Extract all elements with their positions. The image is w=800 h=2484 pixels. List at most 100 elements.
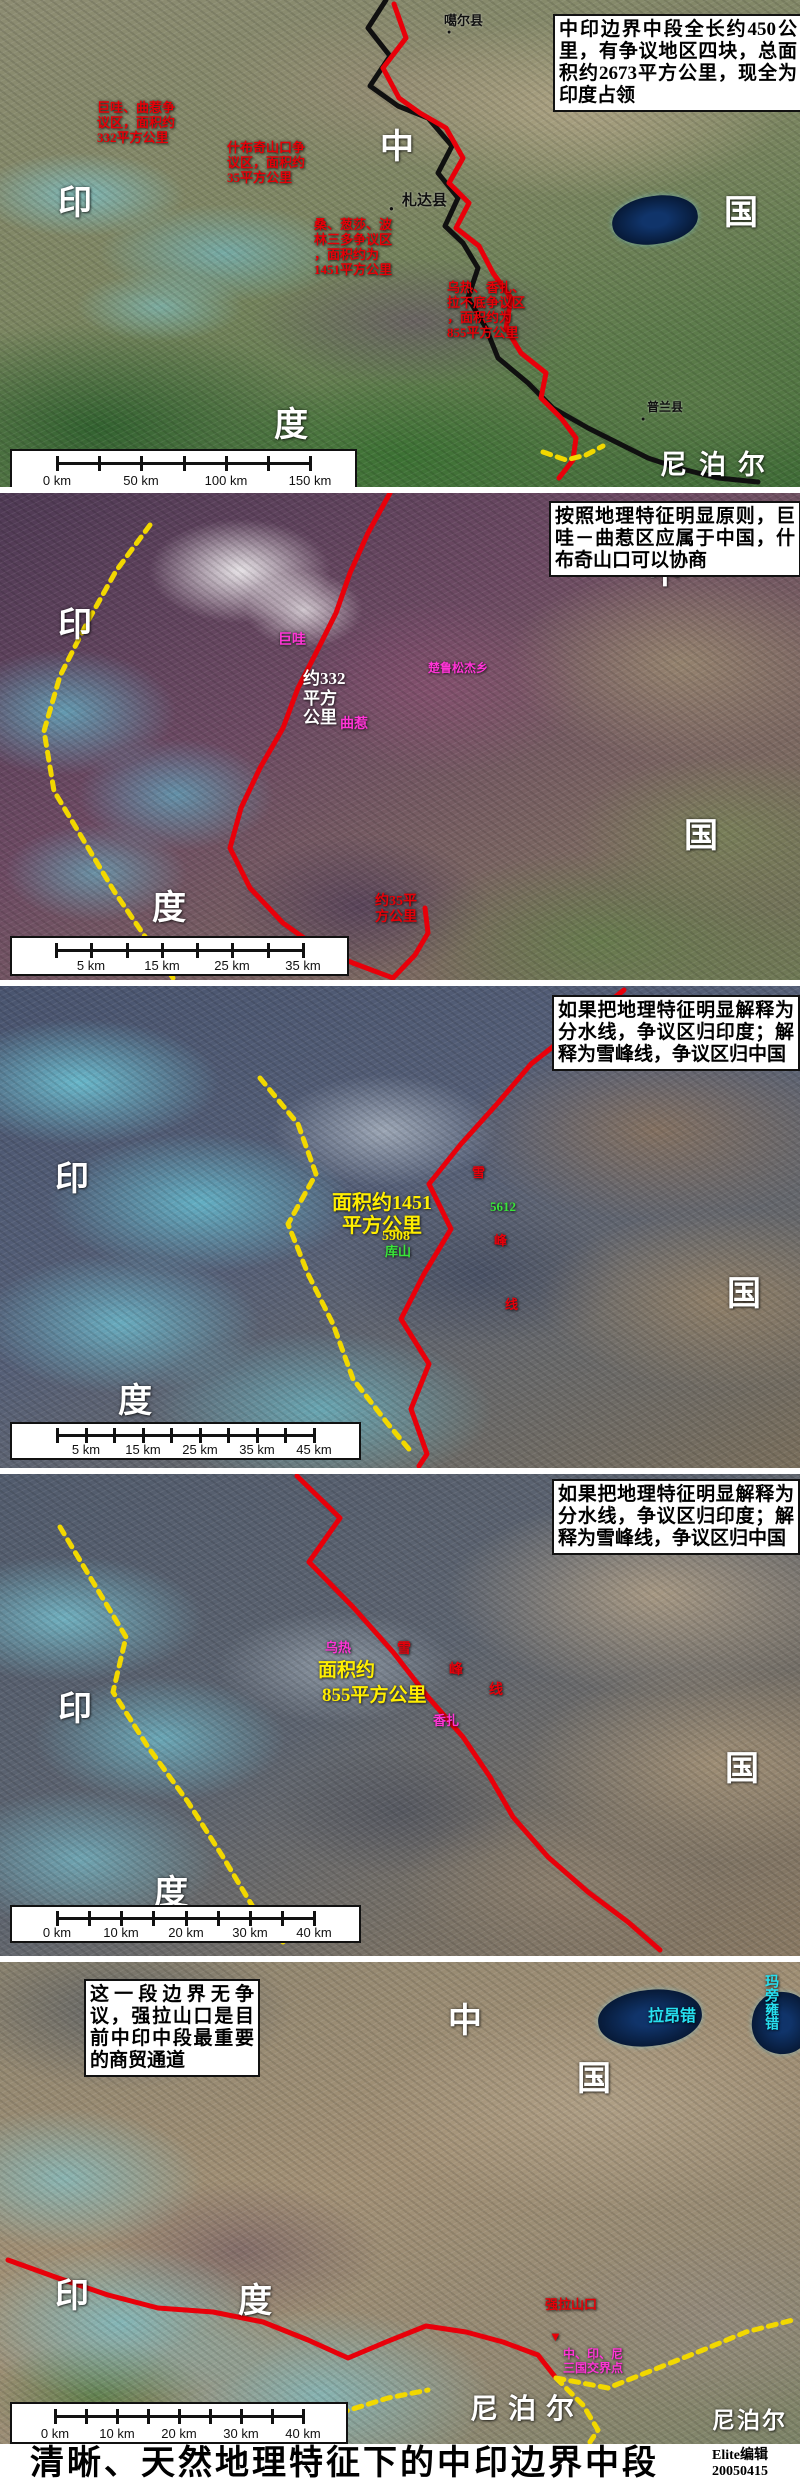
scale-tick: [126, 943, 129, 958]
scale-tick: [113, 1428, 116, 1443]
map-label: 面积约: [318, 1660, 376, 1681]
info-box: 如果把地理特征明显解释为分水线，争议区归印度；解释为雪峰线，争议区归中国: [552, 1479, 800, 1556]
map-label: ▼: [549, 2329, 562, 2344]
map-label: 乌热、香扎、 拉不底争议区 ，面积约为 855平方公里: [447, 280, 526, 340]
map-label: 中: [448, 2003, 482, 2040]
scale-tick: [231, 943, 234, 958]
scale-label: 5 km: [71, 1442, 101, 1457]
scale-tick: [55, 943, 58, 958]
scale-bar: 0 km 10 km 20 km 30 km 40 km: [10, 1905, 361, 1943]
boundary-line: [390, 905, 431, 980]
boundary-lines: [257, 987, 627, 1468]
boundary-line: [57, 1524, 286, 1945]
scale-label: 45 km: [296, 1442, 332, 1457]
map-label: 国: [724, 195, 758, 232]
map-label: 度: [238, 2283, 272, 2320]
map-label: 印: [58, 607, 92, 644]
scale-tick: [249, 1911, 252, 1926]
scale-tick: [196, 943, 199, 958]
scale-label: 0 km: [40, 2426, 70, 2441]
scale-tick: [147, 2409, 150, 2424]
map-label: 5612: [490, 1199, 516, 1214]
map-label: 巨哇: [278, 633, 306, 648]
scale-tick: [90, 943, 93, 958]
map-label: 拉昂错: [648, 2008, 697, 2025]
map-label: 印: [58, 1691, 92, 1728]
scale-tick: [183, 456, 186, 471]
scale-bar: 5 km 15 km 25 km 35 km 45 km: [10, 1422, 361, 1460]
map-label: 度: [274, 407, 308, 444]
boundary-lines: [57, 1474, 663, 1953]
credit-date: 20050415: [712, 2464, 768, 2479]
map-label: 桑、葱莎、波 林三多争议区 ，面积约为 1451平方公里: [314, 217, 393, 277]
boundary-lines: [365, 0, 761, 485]
scale-tick: [98, 456, 101, 471]
map-label: 印: [55, 1161, 89, 1198]
map-label: 国: [684, 818, 718, 855]
map-label: 库山: [385, 1244, 412, 1259]
map-label: 雪: [472, 1165, 486, 1180]
map-label: 约35平 方公里: [375, 894, 417, 926]
boundary-line: [380, 1, 579, 481]
boundary-line: [553, 2375, 601, 2444]
scale-tick: [267, 943, 270, 958]
map-label: 楚鲁松杰乡: [428, 661, 489, 675]
map-panel-5-qiangla-pass: 中国印 度尼泊尔 尼泊尔 拉昂错 玛旁雍错 强拉山口 ▼ 中、印、尼 三国交界点 0 km 10 …: [0, 1962, 800, 2444]
scale-tick: [140, 456, 143, 471]
scale-label: 10 km: [99, 2426, 135, 2441]
scale-label: 10 km: [103, 1925, 139, 1940]
map-label: 雪: [397, 1642, 411, 1657]
scale-label: 25 km: [182, 1442, 218, 1457]
map-label: 巨哇、曲惹争 议区，面积约 332平方公里: [97, 100, 176, 145]
scale-line: [56, 949, 303, 952]
map-label: 噶尔县: [444, 13, 484, 28]
scale-tick: [240, 2409, 243, 2424]
scale-tick: [88, 1911, 91, 1926]
map-overlays: 噶尔县 ● 中国印度尼泊尔 札达县 ● 普兰县 ● 巨哇、曲惹争 议区，面积约 332平方公里…: [0, 0, 800, 487]
boundary-line: [365, 0, 761, 485]
boundary-line: [540, 443, 606, 463]
scale-tick: [225, 456, 228, 471]
scale-tick: [284, 1428, 287, 1443]
scale-label: 50 km: [123, 473, 159, 487]
map-label: ●: [641, 415, 646, 423]
scale-label: 0 km: [42, 1925, 72, 1940]
map-label: 约332 平方 公里: [303, 669, 346, 728]
map-label: 强拉山口: [545, 2297, 598, 2312]
scale-tick: [116, 2409, 119, 2424]
boundary-line: [398, 987, 627, 1468]
map-label: 曲惹: [340, 717, 368, 732]
map-label: 玛旁雍错: [763, 1974, 779, 2030]
map-label: 尼泊尔: [660, 450, 777, 480]
map-panel-1-overview: 噶尔县 ● 中国印度尼泊尔 札达县 ● 普兰县 ● 巨哇、曲惹争 议区，面积约 332平方公里…: [0, 0, 800, 487]
info-box: 这一段边界无争议，强拉山口是目前中印中段最重要的商贸通道: [84, 1979, 260, 2078]
scale-label: 20 km: [161, 2426, 197, 2441]
map-label: 香扎: [433, 1713, 460, 1728]
scale-label: 150 km: [288, 473, 332, 487]
scale-label: 5 km: [76, 958, 106, 973]
scale-label: 25 km: [214, 958, 250, 973]
scale-tick: [281, 1911, 284, 1926]
map-label: 面积约1451 平方公里: [332, 1192, 432, 1237]
scale-tick: [302, 2409, 305, 2424]
scale-bar: 0 km 50 km 100 km 150 km: [10, 449, 357, 487]
info-box: 中印边界中段全长约450公里，有争议地区四块，总面积约2673平方公里，现全为印…: [553, 14, 800, 113]
map-label: 什布奇山口争 议区，面积约 35平方公里: [227, 140, 306, 185]
credit-author: Elite编辑: [712, 2448, 768, 2463]
scale-label: 40 km: [296, 1925, 332, 1940]
scale-tick: [309, 456, 312, 471]
scale-tick: [185, 1911, 188, 1926]
scale-tick: [85, 1428, 88, 1443]
map-label: 乌热: [325, 1640, 352, 1655]
scale-bar: 0 km 10 km 20 km 30 km 40 km: [10, 2402, 348, 2444]
scale-tick: [302, 943, 305, 958]
scale-tick: [178, 2409, 181, 2424]
scale-tick: [256, 1428, 259, 1443]
scale-tick: [199, 1428, 202, 1443]
map-label: 度: [152, 890, 186, 927]
map-label: 线: [489, 1683, 503, 1698]
scale-line: [57, 1434, 314, 1437]
caption-bar: 清晰、天然地理特征下的中印边界中段 Elite编辑 20050415: [0, 2444, 800, 2484]
map-label: 尼泊尔: [712, 2408, 787, 2433]
